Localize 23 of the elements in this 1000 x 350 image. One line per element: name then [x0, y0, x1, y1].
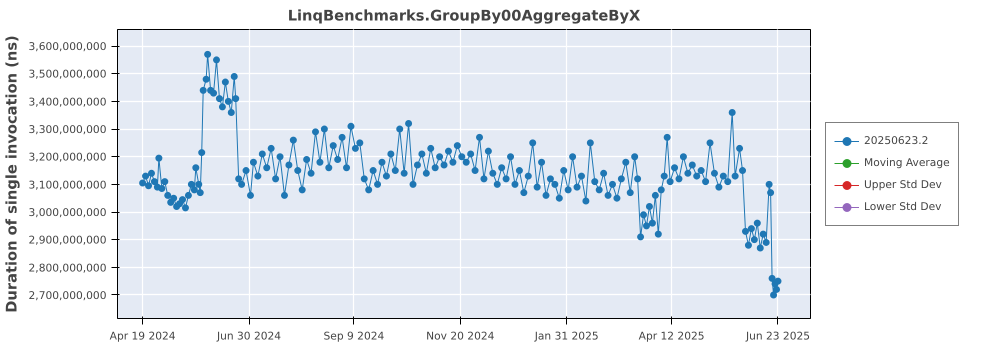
y-tick-label: 2,800,000,000 [28, 261, 107, 274]
y-axis-title: Duration of single invocation (ns) [4, 35, 21, 313]
x-tick-label: Jun 23 2025 [744, 330, 810, 342]
x-tick-label: Apr 12 2025 [638, 330, 705, 342]
y-tick-label: 3,200,000,000 [28, 150, 107, 164]
y-tick-label: 3,300,000,000 [28, 123, 107, 136]
x-tick-label: Jun 30 2024 [216, 330, 282, 342]
legend-label: Lower Std Dev [864, 200, 942, 213]
y-tick-label: 3,100,000,000 [28, 178, 107, 192]
legend-label: Upper Std Dev [864, 178, 942, 191]
y-tick-label: 2,900,000,000 [28, 234, 107, 247]
x-tick-label: Jan 31 2025 [534, 330, 599, 342]
y-tick-label: 3,000,000,000 [28, 206, 107, 220]
y-tick-label: 3,600,000,000 [28, 40, 107, 54]
x-tick-label: Sep 9 2024 [324, 330, 385, 342]
y-tick-label: 3,400,000,000 [28, 95, 107, 108]
x-tick-label: Apr 19 2024 [110, 330, 176, 342]
y-tick-label: 3,500,000,000 [28, 68, 107, 81]
legend-label: 20250623.2 [864, 134, 928, 147]
x-tick-label: Nov 20 2024 [426, 330, 495, 342]
legend-label: Moving Average [864, 156, 950, 169]
chart-title: LinqBenchmarks.GroupBy00AggregateByX [288, 8, 640, 24]
y-tick-label: 2,700,000,000 [28, 288, 107, 302]
